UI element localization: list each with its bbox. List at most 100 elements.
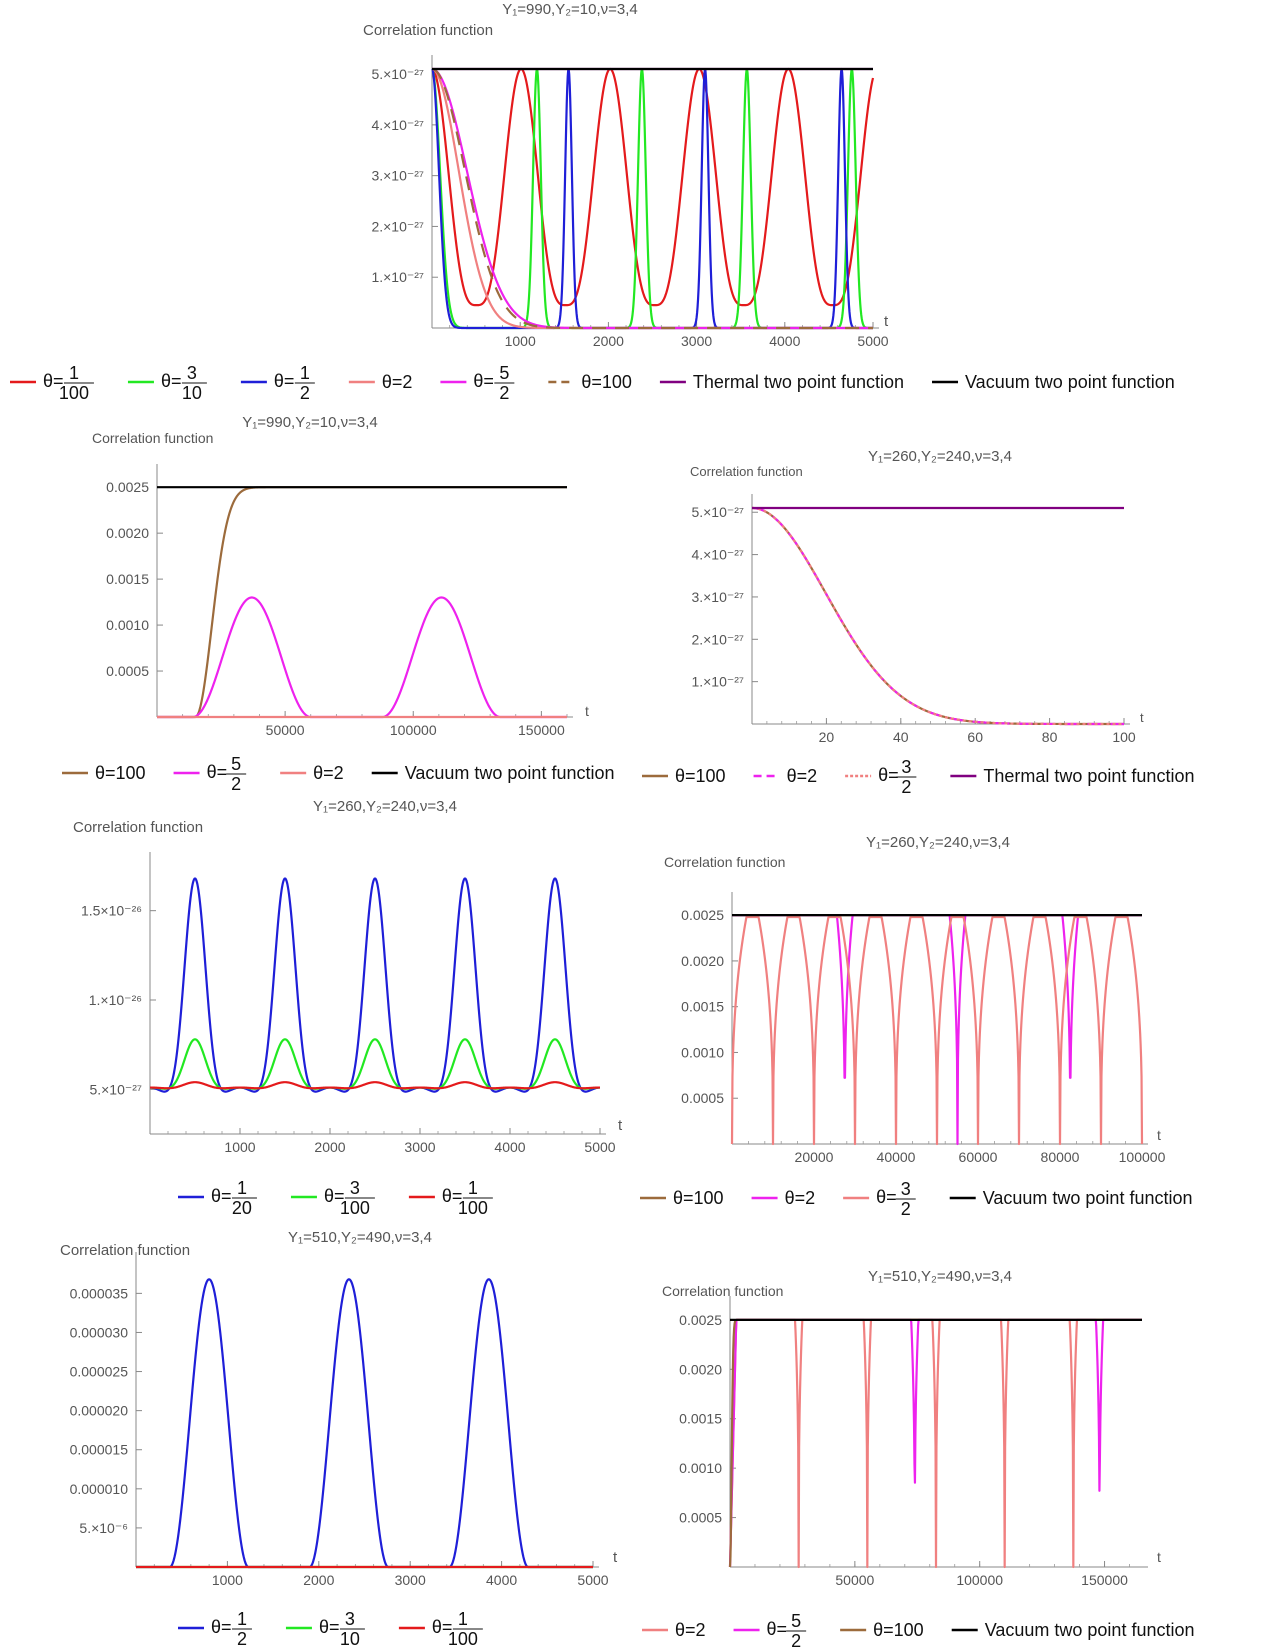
legend-text: θ= (432, 1617, 453, 1637)
legend-label: θ= 52 (473, 363, 515, 403)
legend-label: θ= 310 (319, 1609, 365, 1648)
legend-label: Thermal two point function (983, 766, 1194, 786)
x-tick-label: 40 (893, 729, 909, 745)
legend-denominator: 2 (791, 1631, 801, 1648)
legend-label: Vacuum two point function (965, 372, 1175, 392)
x-tick-label: 150000 (1081, 1572, 1128, 1588)
x-tick-label: 100000 (1119, 1149, 1166, 1165)
chart-panel-6: Y₁=510,Y₂=490,ν=3,4 Correlation function t… (60, 1229, 618, 1648)
y-tick-label: 0.000025 (70, 1364, 129, 1380)
legend-label: θ= 12 (211, 1609, 252, 1648)
legend-text: θ= (43, 371, 64, 391)
legend-label: θ= 32 (876, 1179, 916, 1219)
x-tick-label: 5000 (584, 1139, 615, 1155)
x-tick-label: 4000 (486, 1572, 517, 1588)
legend-numerator: 3 (901, 1179, 911, 1199)
chart-panel-5: Y₁=260,Y₂=240,ν=3,4 Correlation function t… (640, 834, 1193, 1219)
series-line-1 (751, 506, 1125, 726)
chart-panel-7: Y₁=510,Y₂=490,ν=3,4 Correlation function t… (642, 1268, 1195, 1648)
y-tick-label: 5.×10⁻²⁷ (691, 504, 744, 520)
legend-label: θ=100 (673, 1188, 724, 1208)
y-axis-label: Correlation function (60, 1242, 190, 1259)
legend-text: θ= (211, 1617, 232, 1637)
chart-title: Y₁=510,Y₂=490,ν=3,4 (288, 1229, 432, 1246)
legend-denominator: 2 (499, 383, 509, 403)
y-tick-label: 0.0010 (679, 1460, 722, 1476)
series-line-1 (431, 67, 875, 307)
x-tick-label: 5000 (857, 333, 888, 349)
legend-denominator: 100 (59, 383, 89, 403)
legend-label: θ= 12 (274, 363, 315, 403)
series-line-2 (156, 596, 568, 719)
x-tick-label: 60000 (959, 1149, 998, 1165)
legend-denominator: 2 (237, 1629, 247, 1648)
x-axis-label: t (618, 1117, 623, 1134)
y-tick-label: 0.0020 (681, 953, 724, 969)
y-axis-label: Correlation function (92, 430, 213, 446)
legend: θ=100 θ= 52θ=2 Vacuum two point function (62, 754, 615, 794)
legend-numerator: 3 (350, 1178, 360, 1198)
legend-text: θ= (876, 1187, 897, 1207)
y-tick-label: 0.0020 (679, 1361, 722, 1377)
y-tick-label: 0.000020 (70, 1403, 129, 1419)
x-tick-label: 3000 (395, 1572, 426, 1588)
x-tick-label: 40000 (877, 1149, 916, 1165)
x-tick-label: 100 (1112, 729, 1136, 745)
legend-label: θ=2 (785, 1188, 816, 1208)
y-tick-label: 0.000030 (70, 1324, 129, 1340)
chart-title: Y₁=990,Y₂=10,ν=3,4 (502, 1, 638, 18)
legend-denominator: 100 (448, 1629, 478, 1648)
legend-label: θ=2 (675, 1620, 706, 1640)
legend-text: θ= (211, 1186, 232, 1206)
y-tick-label: 2.×10⁻²⁷ (691, 631, 744, 647)
legend-text: θ=2 (787, 766, 818, 786)
y-tick-label: 5.×10⁻⁶ (79, 1520, 128, 1536)
legend-label: θ=100 (95, 763, 146, 783)
legend-text: θ= (767, 1619, 788, 1639)
chart-title: Y₁=260,Y₂=240,ν=3,4 (866, 834, 1010, 851)
legend-label: Vacuum two point function (405, 763, 615, 783)
series-line-1 (728, 1318, 1143, 1569)
chart-title: Y₁=510,Y₂=490,ν=3,4 (868, 1268, 1012, 1285)
legend-label: Vacuum two point function (985, 1620, 1195, 1640)
y-tick-label: 1.5×10⁻²⁶ (81, 903, 142, 919)
legend-label: θ=100 (581, 372, 632, 392)
x-tick-label: 4000 (769, 333, 800, 349)
legend-text: θ=2 (675, 1620, 706, 1640)
x-axis-label: t (1157, 1549, 1161, 1565)
y-tick-label: 5.×10⁻²⁷ (89, 1081, 142, 1097)
chart-panel-2: Y₁=990,Y₂=10,ν=3,4 Correlation function t 5… (62, 414, 615, 794)
y-tick-label: 5.×10⁻²⁷ (371, 66, 424, 82)
x-tick-label: 50000 (835, 1572, 874, 1588)
legend-text: θ=100 (95, 763, 146, 783)
series-line-3 (149, 1081, 601, 1090)
series-line-1 (149, 877, 601, 1093)
chart-title: Y₁=260,Y₂=240,ν=3,4 (868, 448, 1012, 465)
y-tick-label: 0.0025 (106, 479, 149, 495)
legend-numerator: 1 (69, 363, 79, 383)
legend-label: θ=2 (313, 763, 344, 783)
chart-title: Y₁=990,Y₂=10,ν=3,4 (242, 414, 378, 431)
y-axis-label: Correlation function (690, 464, 803, 479)
legend-numerator: 1 (458, 1609, 468, 1629)
legend-numerator: 5 (231, 754, 241, 774)
x-axis-label: t (613, 1549, 618, 1566)
legend-numerator: 3 (901, 757, 911, 777)
x-tick-label: 100000 (956, 1572, 1003, 1588)
legend-text: θ=100 (675, 766, 726, 786)
y-tick-label: 1.×10⁻²⁷ (371, 269, 424, 285)
legend-text: θ=100 (873, 1620, 924, 1640)
chart-panel-1: Y₁=990,Y₂=10,ν=3,4 Correlation function t 1… (10, 1, 1175, 403)
legend-text: Vacuum two point function (985, 1620, 1195, 1640)
x-tick-label: 80 (1042, 729, 1058, 745)
y-tick-label: 0.0005 (106, 663, 149, 679)
y-tick-label: 0.0005 (681, 1090, 724, 1106)
legend-text: θ=100 (581, 372, 632, 392)
series-line-1 (156, 486, 568, 719)
